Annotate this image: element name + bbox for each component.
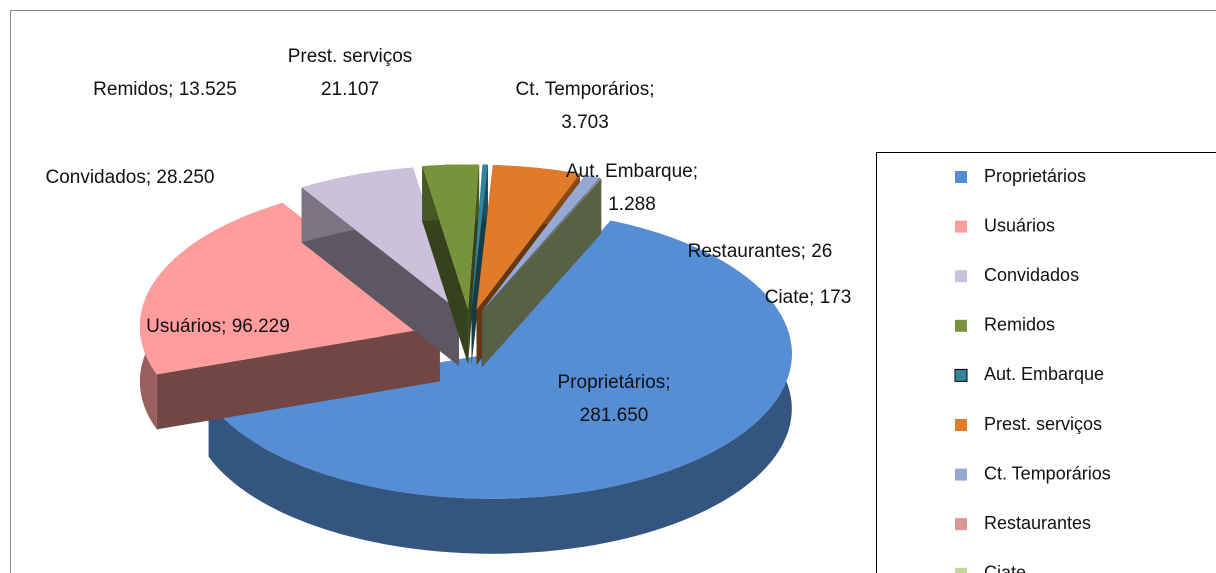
legend-swatch xyxy=(955,419,967,431)
data-label: Usuários; 96.229 xyxy=(146,316,290,337)
legend-label: Proprietários xyxy=(984,166,1086,186)
data-label: Prest. serviços xyxy=(288,46,413,67)
data-label: Remidos; 13.525 xyxy=(93,79,237,100)
legend-swatch xyxy=(955,220,967,233)
slice-top xyxy=(482,178,601,312)
legend-swatch xyxy=(954,368,968,382)
slice-top xyxy=(471,164,488,310)
legend-label: Remidos xyxy=(984,315,1055,335)
legend-label: Ct. Temporários xyxy=(984,463,1111,483)
data-label: 1.288 xyxy=(608,194,656,215)
legend-swatch xyxy=(955,171,967,183)
slice-top xyxy=(139,203,440,375)
data-label: Ct. Temporários; xyxy=(515,79,654,100)
legend-swatch xyxy=(955,468,967,481)
slice-side xyxy=(482,178,602,367)
data-label: Proprietários; xyxy=(558,372,671,393)
data-label: 3.703 xyxy=(561,112,609,133)
legend-label: Usuários xyxy=(984,215,1055,235)
slice-top xyxy=(476,165,580,310)
data-label: Ciate; 173 xyxy=(765,287,852,308)
slice-top xyxy=(481,175,600,312)
slice xyxy=(482,178,602,367)
legend-swatch xyxy=(955,518,967,531)
legend-label: Convidados xyxy=(984,265,1079,285)
legend-swatch xyxy=(955,567,967,573)
slice xyxy=(422,164,480,365)
slice-top xyxy=(301,167,459,311)
data-label: 21.107 xyxy=(321,79,379,100)
slice-top xyxy=(482,178,602,312)
legend-swatch xyxy=(955,270,967,283)
legend-label: Prest. serviços xyxy=(984,414,1102,434)
legend-box xyxy=(876,152,1216,573)
data-label: Restaurantes; 26 xyxy=(688,241,833,262)
legend-label: Ciate xyxy=(984,563,1026,573)
slice-wall xyxy=(600,178,602,234)
data-label: Convidados; 28.250 xyxy=(45,167,214,188)
data-label: 281.650 xyxy=(580,405,649,426)
slice-top xyxy=(422,164,480,310)
data-label: Aut. Embarque; xyxy=(566,161,698,182)
legend-label: Aut. Embarque xyxy=(984,364,1104,384)
slice xyxy=(471,164,488,365)
pie xyxy=(139,164,792,554)
legend: Proprietários Usuários Convidados Remidos Au… xyxy=(954,166,1111,573)
slice-side xyxy=(156,326,440,430)
legend-label: Restaurantes xyxy=(984,513,1091,533)
slice-top xyxy=(208,220,792,499)
legend-swatch xyxy=(955,319,967,332)
